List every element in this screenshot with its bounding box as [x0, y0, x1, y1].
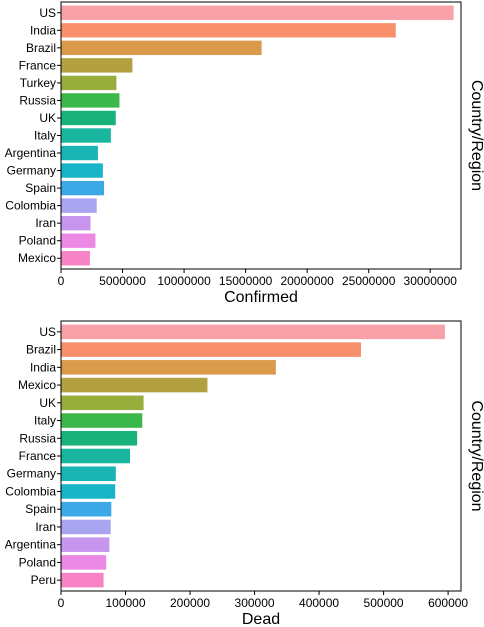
dead-bar-iran [61, 519, 111, 535]
confirmed-category-label: Spain [25, 181, 56, 195]
confirmed-category-label: Iran [35, 216, 56, 230]
dead-x-tick-label: 600000 [428, 596, 468, 610]
dead-category-label: Argentina [5, 538, 57, 552]
dead-x-tick-label: 300000 [235, 596, 275, 610]
confirmed-bar-colombia [61, 198, 97, 213]
confirmed-bar-spain [61, 180, 105, 196]
confirmed-x-tick-label: 5000000 [99, 274, 146, 288]
dead-bar-mexico [61, 377, 208, 393]
confirmed-category-label: Italy [34, 129, 56, 143]
confirmed-chart: US India Brazil France Turkey Russia UK Italy Ar… [5, 1, 484, 306]
confirmed-category-label: Brazil [26, 41, 56, 55]
dead-category-label: Brazil [26, 343, 56, 357]
dead-bar-us [61, 324, 445, 340]
dead-x-tick-label: 500000 [364, 596, 404, 610]
dead-category-label: Spain [25, 502, 56, 516]
confirmed-category-label: Poland [19, 234, 56, 248]
confirmed-bar-turkey [61, 75, 117, 91]
dead-bar-italy [61, 413, 143, 428]
dead-x-tick-label: 200000 [170, 596, 210, 610]
dead-bar-france [61, 448, 131, 464]
dead-bar-india [61, 360, 276, 375]
confirmed-category-label: France [19, 58, 57, 72]
dead-x-axis-label: Dead [242, 611, 280, 627]
confirmed-x-axis-label: Confirmed [224, 289, 298, 306]
dead-bar-poland [61, 555, 107, 570]
confirmed-category-label: India [30, 23, 56, 37]
confirmed-bar-iran [61, 215, 91, 231]
dead-category-label: Italy [34, 414, 56, 428]
dead-bar-germany [61, 466, 116, 482]
dead-category-label: Peru [31, 573, 56, 587]
dead-category-label: US [39, 325, 56, 339]
confirmed-bar-france [61, 58, 133, 73]
confirmed-category-label: Turkey [20, 76, 56, 90]
dead-category-label: Iran [35, 520, 56, 534]
dead-x-tick-label: 100000 [105, 596, 145, 610]
confirmed-bar-mexico [61, 251, 90, 266]
dead-category-label: Mexico [18, 378, 56, 392]
dead-chart: US Brazil India Mexico UK Italy Russia France Ge… [5, 320, 484, 627]
dead-category-label: India [30, 360, 56, 374]
confirmed-bar-poland [61, 233, 96, 248]
confirmed-y-axis-label: Country/Region [468, 80, 484, 191]
confirmed-category-label: Mexico [18, 251, 56, 265]
dead-category-label: Germany [7, 467, 56, 481]
dead-bar-brazil [61, 342, 361, 357]
confirmed-x-tick-label: 10000000 [157, 274, 211, 288]
confirmed-x-tick-label: 0 [58, 274, 65, 288]
dead-category-label: Colombia [5, 484, 56, 498]
confirmed-category-label: UK [39, 111, 56, 125]
confirmed-plot-frame [60, 1, 462, 270]
confirmed-x-tick-label: 20000000 [280, 274, 334, 288]
confirmed-category-label: US [39, 6, 56, 20]
dead-bar-argentina [61, 537, 110, 552]
confirmed-x-tick-label: 15000000 [219, 274, 273, 288]
confirmed-bar-brazil [61, 40, 262, 56]
dead-bar-russia [61, 430, 138, 446]
dead-bar-spain [61, 501, 112, 517]
dead-y-axis-label: Country/Region [468, 400, 484, 511]
dead-x-tick-label: 0 [58, 596, 65, 610]
dead-bar-peru [61, 572, 104, 588]
confirmed-bar-italy [61, 128, 111, 143]
confirmed-category-label: Russia [19, 93, 56, 107]
dead-bar-uk [61, 395, 144, 411]
dead-category-label: France [19, 449, 57, 463]
confirmed-x-tick-label: 25000000 [342, 274, 396, 288]
dead-category-label: Poland [19, 555, 56, 569]
confirmed-category-label: Germany [7, 164, 56, 178]
confirmed-bar-uk [61, 110, 116, 126]
dead-category-label: Russia [19, 431, 56, 445]
confirmed-category-label: Argentina [5, 146, 57, 160]
confirmed-x-tick-label: 30000000 [404, 274, 458, 288]
dead-x-tick-label: 400000 [299, 596, 339, 610]
confirmed-bar-russia [61, 93, 120, 108]
confirmed-bar-india [61, 23, 396, 38]
confirmed-bar-germany [61, 163, 103, 178]
confirmed-bar-argentina [61, 145, 98, 161]
dead-plot-frame [60, 320, 462, 592]
confirmed-bar-us [61, 5, 454, 20]
confirmed-category-label: Colombia [5, 199, 56, 213]
dead-bar-colombia [61, 484, 116, 499]
dead-category-label: UK [39, 396, 56, 410]
